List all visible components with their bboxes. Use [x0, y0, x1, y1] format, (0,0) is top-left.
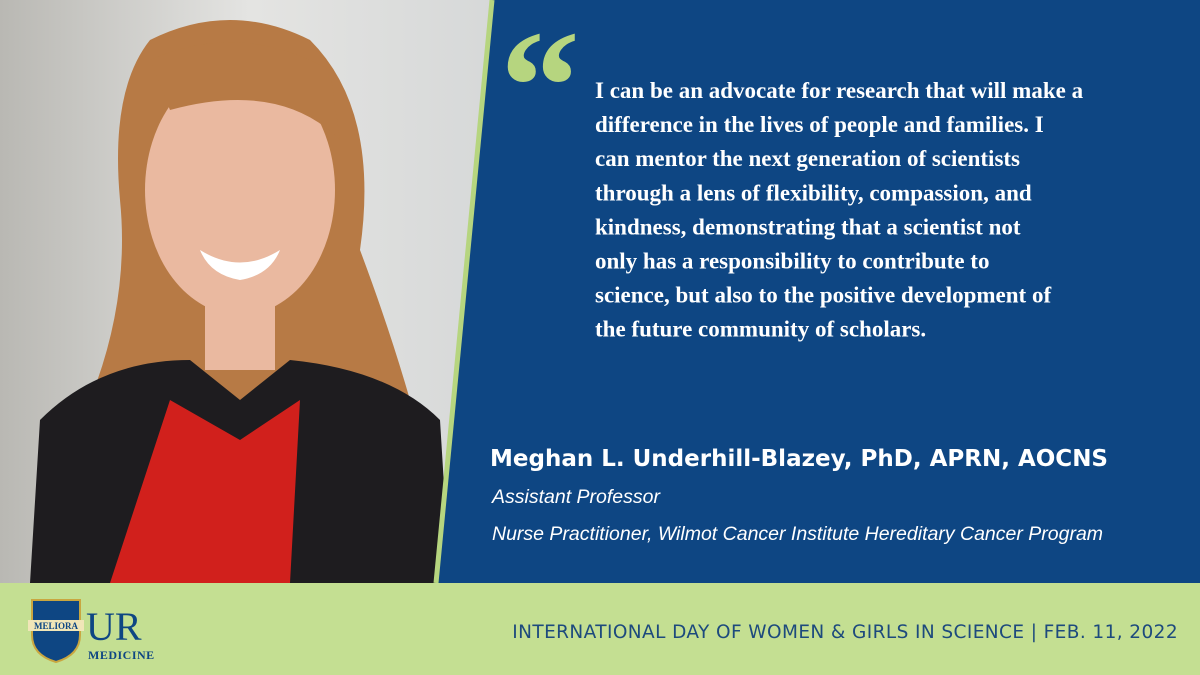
logo-letters: UR [86, 604, 142, 649]
quote-line: kindness, demonstrating that a scientist… [595, 214, 1021, 239]
quote-line: only has a responsibility to contribute … [595, 249, 989, 274]
quote-line: can mentor the next generation of scient… [595, 146, 1020, 171]
photo [0, 0, 500, 583]
person-title: Assistant Professor [491, 486, 661, 508]
footer-band [0, 583, 1200, 675]
quote-line: science, but also to the positive develo… [595, 283, 1051, 308]
quote-line: difference in the lives of people and fa… [595, 112, 1044, 137]
quote-line: I can be an advocate for research that w… [595, 78, 1084, 103]
logo-word: MEDICINE [88, 648, 155, 662]
divider [433, 0, 495, 584]
quote-line: the future community of scholars. [595, 317, 926, 342]
person-title: Nurse Practitioner, Wilmot Cancer Instit… [492, 523, 1103, 545]
quote-mark: “ [500, 0, 580, 175]
event-line: INTERNATIONAL DAY OF WOMEN & GIRLS IN SC… [512, 622, 1178, 643]
logo: MELIORA UR MEDICINE [28, 599, 155, 664]
logo-motto: MELIORA [34, 621, 79, 631]
person-name: Meghan L. Underhill-Blazey, PhD, APRN, A… [490, 446, 1108, 472]
quote-line: through a lens of flexibility, compassio… [595, 180, 1032, 205]
quote-panel [438, 0, 1200, 583]
